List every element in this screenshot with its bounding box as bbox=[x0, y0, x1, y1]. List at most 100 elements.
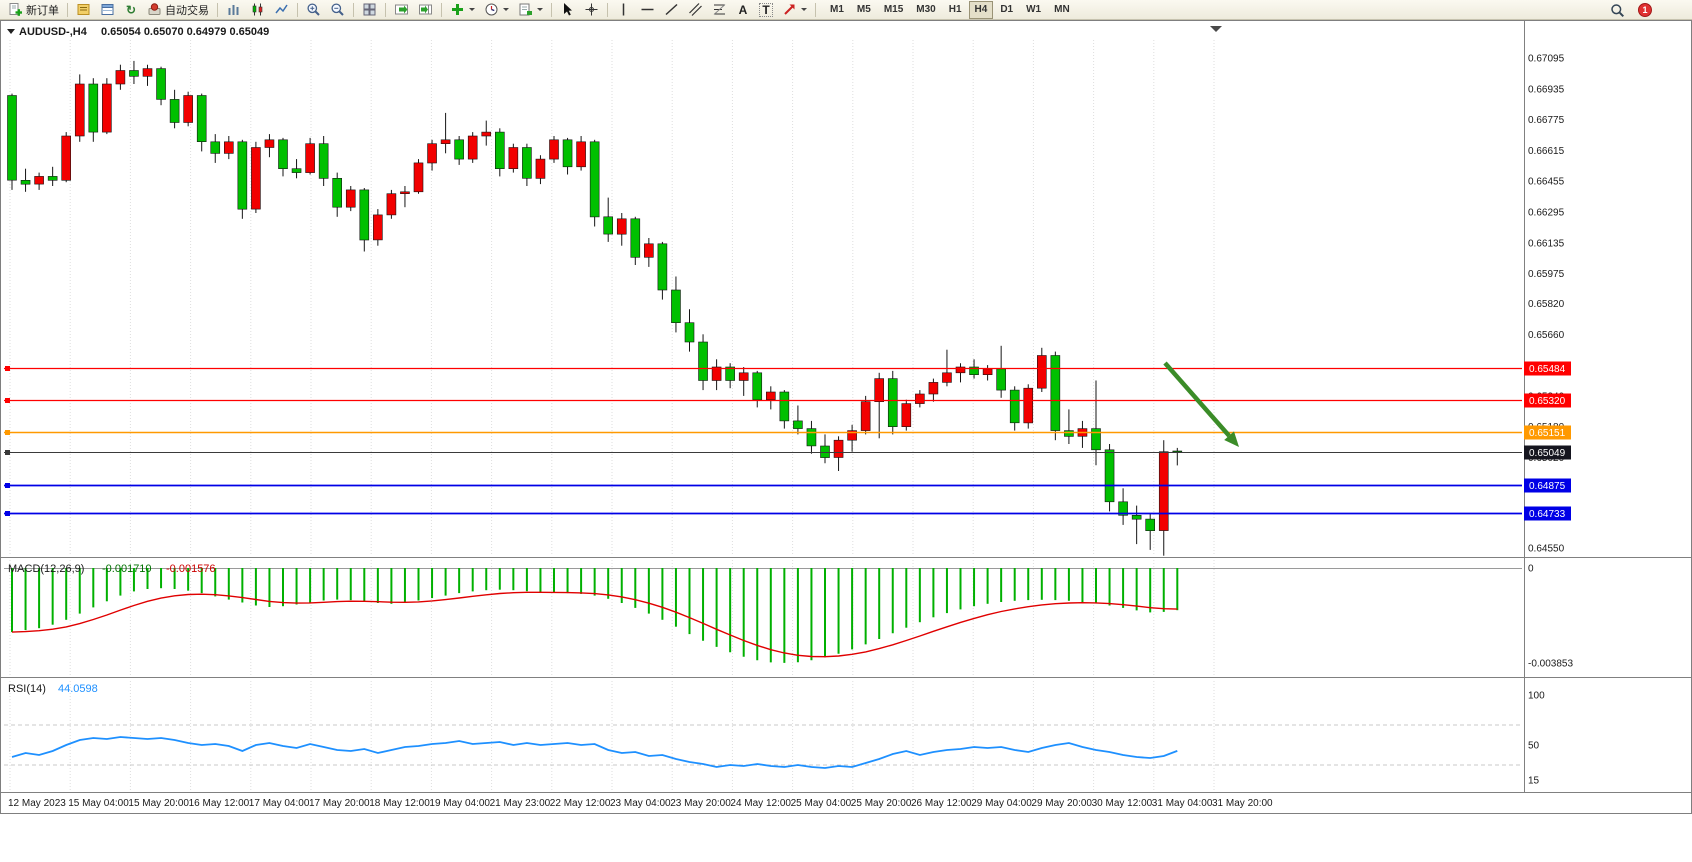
templates-caret-icon bbox=[537, 8, 543, 11]
macd-value: -0.001710 bbox=[102, 563, 152, 575]
svg-text:0.64733: 0.64733 bbox=[1529, 509, 1566, 520]
svg-text:0.65320: 0.65320 bbox=[1529, 396, 1566, 407]
zoom-in-icon bbox=[307, 3, 320, 16]
svg-text:16 May 12:00: 16 May 12:00 bbox=[189, 798, 250, 809]
chart-labels: AUDUSD-,H4 0.65054 0.65070 0.64979 0.650… bbox=[7, 26, 269, 695]
zoom-out-button[interactable] bbox=[326, 1, 349, 19]
svg-text:25 May 04:00: 25 May 04:00 bbox=[791, 798, 852, 809]
svg-text:0.66135: 0.66135 bbox=[1528, 238, 1565, 249]
svg-text:15 May 20:00: 15 May 20:00 bbox=[128, 798, 189, 809]
horizontal-line-button[interactable] bbox=[636, 1, 659, 19]
timeframe-button-m1[interactable]: M1 bbox=[824, 1, 850, 19]
svg-text:12 May 2023: 12 May 2023 bbox=[8, 798, 66, 809]
svg-text:0.65049: 0.65049 bbox=[1529, 448, 1566, 459]
macd-signal-line bbox=[11, 591, 1178, 658]
toolbar-separator bbox=[551, 2, 552, 17]
metaeditor-button[interactable] bbox=[72, 1, 95, 19]
timeframe-button-w1[interactable]: W1 bbox=[1020, 1, 1047, 19]
svg-text:15: 15 bbox=[1528, 776, 1540, 787]
text-label-icon: T bbox=[759, 2, 773, 17]
vertical-line-icon bbox=[622, 3, 625, 16]
periods-button[interactable] bbox=[480, 1, 513, 19]
panel-splitters[interactable] bbox=[1, 557, 1691, 793]
svg-text:100: 100 bbox=[1528, 691, 1545, 702]
macd-label: MACD(12,26,9) bbox=[8, 563, 84, 575]
timeframe-button-m5[interactable]: M5 bbox=[851, 1, 877, 19]
svg-text:-0.003853: -0.003853 bbox=[1528, 659, 1573, 670]
timeframe-button-mn[interactable]: MN bbox=[1048, 1, 1076, 19]
fibonacci-icon bbox=[713, 4, 726, 15]
indicators-button[interactable] bbox=[446, 1, 479, 19]
search-button[interactable] bbox=[1606, 1, 1629, 19]
autotrading-icon bbox=[148, 3, 161, 15]
toolbar-separator bbox=[67, 2, 68, 17]
auto-scroll-button[interactable] bbox=[390, 1, 413, 19]
bar-chart-icon bbox=[228, 5, 239, 15]
horizontal-line-icon bbox=[641, 8, 654, 11]
macd-histogram bbox=[11, 568, 1179, 663]
refresh-button[interactable]: ↻ bbox=[120, 1, 142, 19]
chart-window[interactable]: 0.67095 0.66935 0.66775 0.66615 0.66455 0.662… bbox=[0, 20, 1692, 814]
hlines-layer[interactable]: 0.65484 0.65320 0.65151 0.65049 0.64875 0.647… bbox=[4, 361, 1571, 521]
macd-panel: 0 -0.003853 bbox=[4, 564, 1573, 670]
toolbar-separator bbox=[607, 2, 608, 17]
svg-text:23 May 20:00: 23 May 20:00 bbox=[670, 798, 731, 809]
market-watch-button[interactable] bbox=[96, 1, 119, 19]
svg-text:30 May 12:00: 30 May 12:00 bbox=[1092, 798, 1153, 809]
text-tool-button[interactable]: A bbox=[732, 1, 754, 19]
svg-text:0: 0 bbox=[1528, 564, 1534, 575]
cursor-icon bbox=[564, 3, 572, 16]
equidistant-channel-button[interactable] bbox=[684, 1, 707, 19]
chart-shift-button[interactable] bbox=[414, 1, 437, 19]
text-label-button[interactable]: T bbox=[755, 1, 777, 19]
svg-text:0.66455: 0.66455 bbox=[1528, 177, 1565, 188]
market-watch-icon bbox=[101, 4, 114, 15]
trend-arrow[interactable] bbox=[1163, 361, 1239, 447]
autotrading-button[interactable]: 自动交易 bbox=[143, 1, 213, 19]
indicators-icon bbox=[452, 4, 463, 15]
timeframe-button-m30[interactable]: M30 bbox=[910, 1, 941, 19]
toolbar-separator bbox=[815, 2, 816, 17]
timeframe-button-d1[interactable]: D1 bbox=[994, 1, 1019, 19]
timeframe-button-h1[interactable]: H1 bbox=[943, 1, 968, 19]
cursor-button[interactable] bbox=[556, 1, 579, 19]
trendline-button[interactable] bbox=[660, 1, 683, 19]
date-axis[interactable]: 12 May 2023 15 May 04:00 15 May 20:00 16 Ma… bbox=[8, 798, 1273, 809]
svg-text:31 May 04:00: 31 May 04:00 bbox=[1152, 798, 1213, 809]
svg-text:18 May 12:00: 18 May 12:00 bbox=[369, 798, 430, 809]
rsi-value: 44.0598 bbox=[58, 683, 98, 695]
indicators-caret-icon bbox=[469, 8, 475, 11]
vertical-line-button[interactable] bbox=[612, 1, 635, 19]
templates-button[interactable] bbox=[514, 1, 547, 19]
svg-text:31 May 20:00: 31 May 20:00 bbox=[1212, 798, 1273, 809]
arrows-tool-button[interactable] bbox=[778, 1, 811, 19]
toolbar-right: 1 bbox=[1606, 0, 1652, 20]
svg-text:17 May 20:00: 17 May 20:00 bbox=[309, 798, 370, 809]
svg-text:25 May 20:00: 25 May 20:00 bbox=[851, 798, 912, 809]
svg-text:15 May 04:00: 15 May 04:00 bbox=[68, 798, 129, 809]
line-chart-button[interactable] bbox=[270, 1, 293, 19]
toolbar-separator bbox=[217, 2, 218, 17]
fibonacci-button[interactable] bbox=[708, 1, 731, 19]
templates-icon bbox=[519, 3, 532, 16]
tile-windows-button[interactable] bbox=[358, 1, 381, 19]
chart-symbol-dropdown-icon[interactable] bbox=[7, 29, 15, 34]
periods-caret-icon bbox=[503, 8, 509, 11]
candlestick-chart-icon bbox=[252, 3, 263, 16]
bar-chart-button[interactable] bbox=[222, 1, 245, 19]
timeframe-button-m15[interactable]: M15 bbox=[878, 1, 909, 19]
candlestick-chart-button[interactable] bbox=[246, 1, 269, 19]
notifications-badge[interactable]: 1 bbox=[1638, 3, 1652, 17]
svg-text:26 May 12:00: 26 May 12:00 bbox=[911, 798, 972, 809]
clock-icon bbox=[485, 3, 498, 16]
svg-text:17 May 04:00: 17 May 04:00 bbox=[249, 798, 310, 809]
zoom-in-button[interactable] bbox=[302, 1, 325, 19]
new-order-button[interactable]: 新订单 bbox=[4, 1, 63, 19]
crosshair-button[interactable] bbox=[580, 1, 603, 19]
chart-shift-icon bbox=[419, 4, 432, 15]
chart-background bbox=[0, 20, 1692, 814]
timeframe-toolbar: M1 M5 M15 M30 H1 H4 D1 W1 MN bbox=[824, 0, 1076, 19]
svg-text:0.65820: 0.65820 bbox=[1528, 299, 1565, 310]
main-toolbar: 新订单 ↻ 自动交易 bbox=[0, 0, 1692, 20]
timeframe-button-h4[interactable]: H4 bbox=[968, 0, 994, 19]
